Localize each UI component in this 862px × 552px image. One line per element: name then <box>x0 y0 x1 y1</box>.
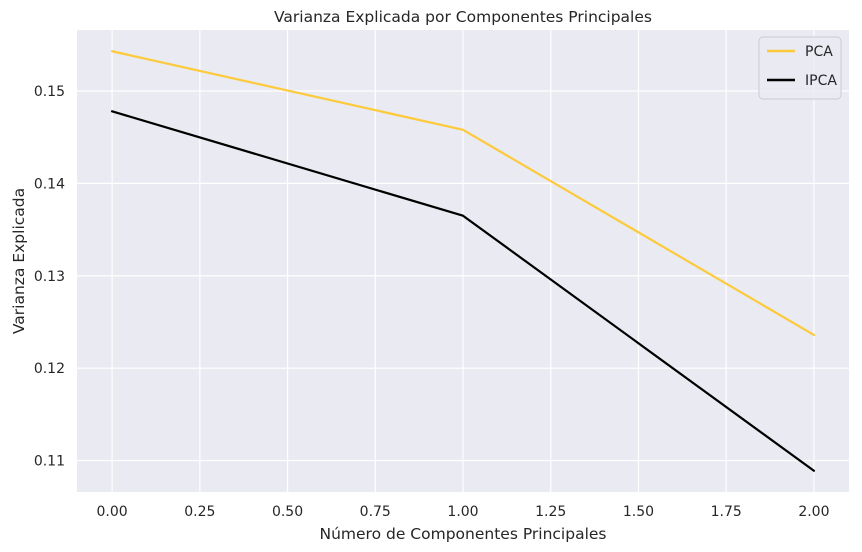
series-line-ipca <box>110 110 816 472</box>
x-tick-label: 0.25 <box>184 504 215 520</box>
grid <box>77 30 849 492</box>
legend-label-ipca: IPCA <box>805 73 837 89</box>
x-axis-label: Número de Componentes Principales <box>320 525 607 543</box>
x-axis-ticks: 0.00 0.25 0.50 0.75 1.00 1.25 1.50 1.75 2.00 <box>97 504 830 520</box>
legend-label-pca: PCA <box>805 44 833 60</box>
chart-title: Varianza Explicada por Componentes Princ… <box>274 8 652 26</box>
y-axis-ticks: 0.11 0.12 0.13 0.14 0.15 <box>34 84 65 470</box>
series-group <box>110 50 816 472</box>
x-tick-label: 1.25 <box>535 504 566 520</box>
x-tick-label: 1.75 <box>711 504 742 520</box>
y-tick-label: 0.12 <box>34 361 65 377</box>
y-tick-label: 0.13 <box>34 269 65 285</box>
x-tick-label: 0.00 <box>97 504 128 520</box>
y-tick-label: 0.15 <box>34 84 65 100</box>
series-line-pca <box>110 50 816 337</box>
legend: PCA IPCA <box>758 36 842 100</box>
y-tick-label: 0.14 <box>34 176 65 192</box>
y-tick-label: 0.11 <box>34 454 65 470</box>
legend-box <box>758 36 842 100</box>
x-tick-label: 0.75 <box>360 504 391 520</box>
x-tick-label: 1.00 <box>447 504 478 520</box>
y-axis-label: Varianza Explicada <box>10 188 28 334</box>
x-tick-label: 0.50 <box>272 504 303 520</box>
x-tick-label: 1.50 <box>623 504 654 520</box>
x-tick-label: 2.00 <box>798 504 829 520</box>
